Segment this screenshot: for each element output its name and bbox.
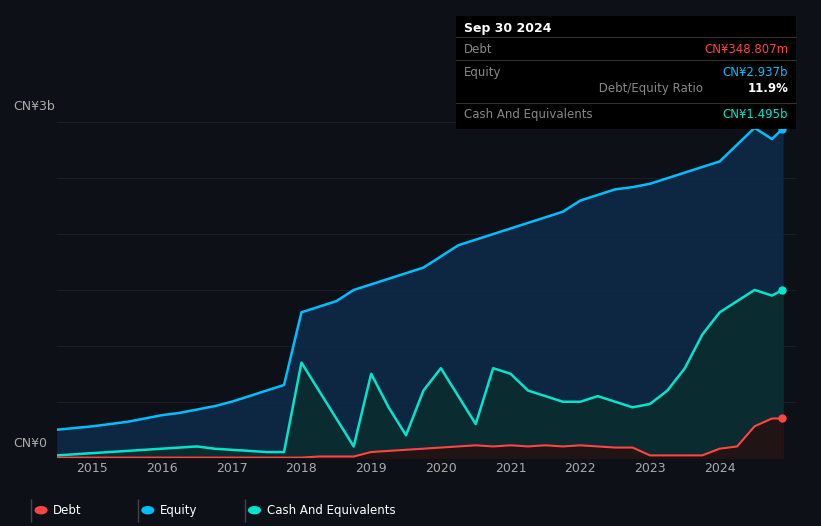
Text: CN¥348.807m: CN¥348.807m: [704, 43, 788, 56]
Text: CN¥1.495b: CN¥1.495b: [722, 108, 788, 121]
Text: CN¥2.937b: CN¥2.937b: [722, 66, 788, 79]
Text: CN¥0: CN¥0: [13, 438, 47, 450]
Text: Cash And Equivalents: Cash And Equivalents: [464, 108, 593, 121]
Text: Cash And Equivalents: Cash And Equivalents: [267, 504, 396, 517]
Text: 11.9%: 11.9%: [747, 82, 788, 95]
Text: Sep 30 2024: Sep 30 2024: [464, 22, 552, 35]
Text: Debt: Debt: [53, 504, 82, 517]
Text: Debt/Equity Ratio: Debt/Equity Ratio: [595, 82, 704, 95]
Text: CN¥3b: CN¥3b: [13, 100, 55, 113]
Text: Equity: Equity: [464, 66, 502, 79]
Text: Debt: Debt: [464, 43, 493, 56]
Text: Equity: Equity: [160, 504, 198, 517]
